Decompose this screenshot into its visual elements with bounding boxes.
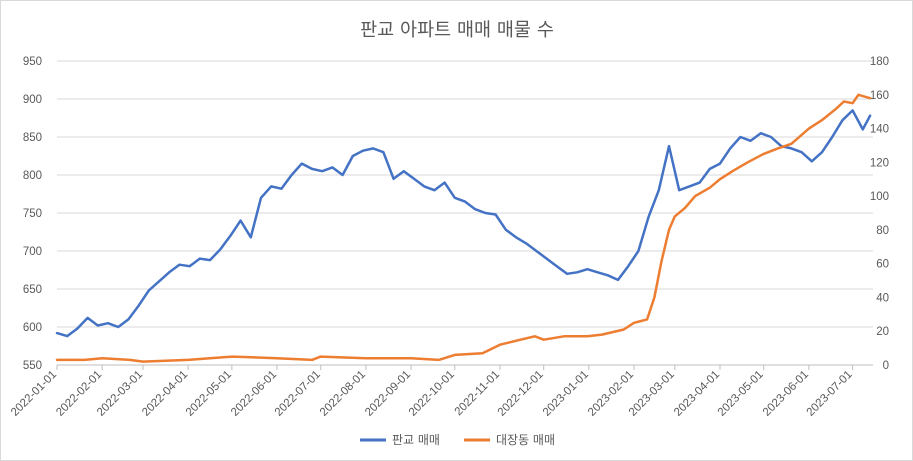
y-left-tick-label: 900 xyxy=(23,94,42,106)
chart-title: 판교 아파트 매매 매물 수 xyxy=(360,20,554,41)
y-right-tick-label: 160 xyxy=(870,90,889,102)
y-right-tick-label: 60 xyxy=(876,259,889,271)
x-tick-label: 2022-12-01 xyxy=(496,369,546,419)
y-right-tick-label: 100 xyxy=(870,191,889,203)
legend-label-daejang: 대장동 매매 xyxy=(496,433,555,447)
gridlines xyxy=(57,60,873,328)
y-right-tick-label: 40 xyxy=(876,292,889,304)
y-left-tick-label: 750 xyxy=(23,208,42,220)
y-left-tick-label: 550 xyxy=(23,360,42,372)
y-right-tick-label: 180 xyxy=(870,56,889,68)
series-line-pangyo xyxy=(55,109,872,338)
y-right-tick-label: 20 xyxy=(876,326,889,338)
legend-label-pangyo: 판교 매매 xyxy=(392,433,440,447)
x-tick-label: 2022-11-01 xyxy=(453,369,502,418)
axes: 550 600 650 700 750 800 850 900 950 0 20 40 60 80 100 1… xyxy=(9,56,889,419)
y-right-tick-label: 0 xyxy=(883,360,889,372)
y-left-tick-label: 700 xyxy=(23,246,42,258)
x-tick-label: 2023-05-01 xyxy=(716,369,766,419)
y-left-tick-label: 850 xyxy=(23,132,42,144)
y-left-tick-label: 800 xyxy=(23,170,42,182)
x-tick-label: 2023-07-01 xyxy=(805,369,855,419)
y-left-tick-label: 600 xyxy=(23,322,42,334)
x-tick-label: 2022-06-01 xyxy=(229,369,279,419)
x-tick-label: 2022-01-01 xyxy=(9,369,59,419)
y-right-tick-label: 120 xyxy=(870,157,889,169)
series-lines xyxy=(55,93,872,363)
x-tick-label: 2022-05-01 xyxy=(184,369,234,419)
x-tick-label: 2023-06-01 xyxy=(761,369,811,419)
y-right-tick-label: 80 xyxy=(876,225,889,237)
x-tick-label: 2022-08-01 xyxy=(318,369,368,419)
y-right-tick-label: 140 xyxy=(870,124,889,136)
x-tick-label: 2022-07-01 xyxy=(273,369,323,419)
y-left-tick-label: 950 xyxy=(23,56,42,68)
x-tick-label: 2022-10-01 xyxy=(407,369,457,419)
x-tick-label: 2023-04-01 xyxy=(672,369,722,419)
x-tick-label: 2022-04-01 xyxy=(140,369,190,419)
x-tick-label: 2023-01-01 xyxy=(541,369,591,419)
legend: 판교 매매 대장동 매매 xyxy=(360,433,555,447)
y-left-tick-label: 650 xyxy=(23,284,42,296)
series-line-daejang xyxy=(55,93,872,363)
x-tick-label: 2022-09-01 xyxy=(363,369,413,419)
